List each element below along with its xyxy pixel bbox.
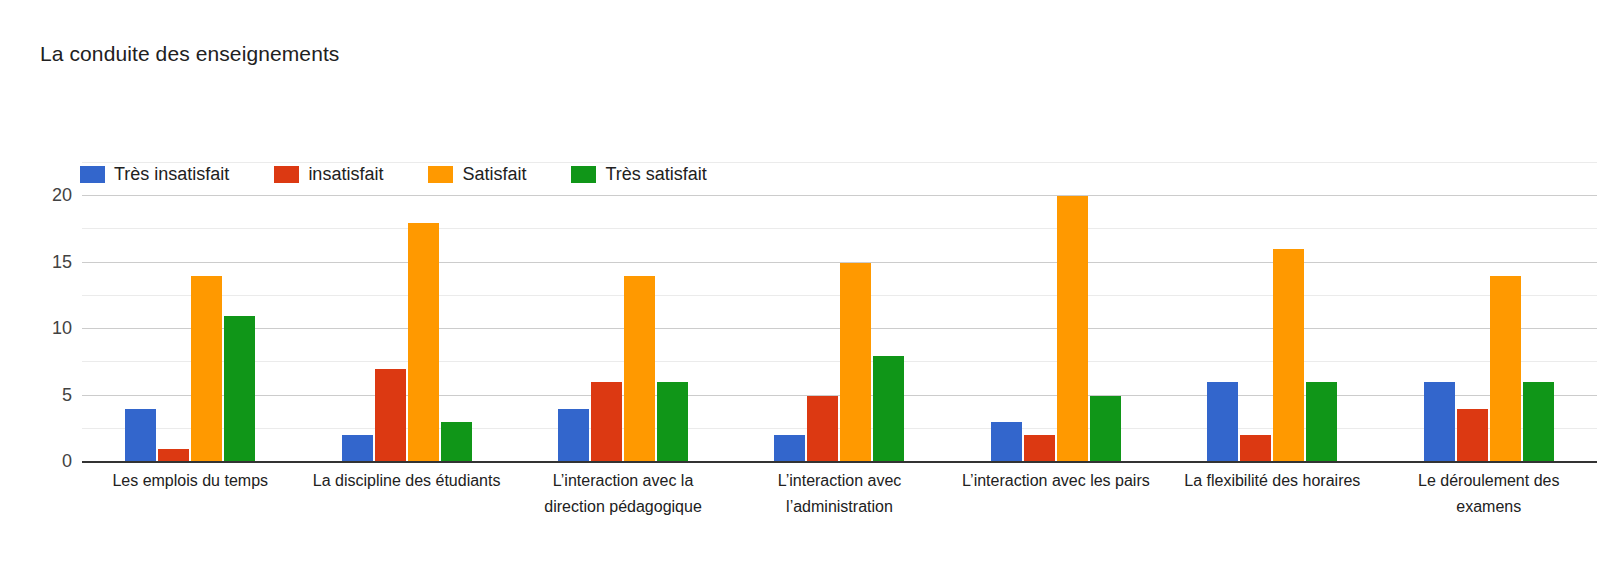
- bar[interactable]: [1240, 435, 1271, 462]
- chart-card: La conduite des enseignements 0 5 10 15 20 T…: [0, 0, 1600, 584]
- bar[interactable]: [657, 382, 688, 462]
- bar[interactable]: [375, 369, 406, 462]
- legend-item-label: Très insatisfait: [114, 164, 229, 185]
- bar[interactable]: [840, 263, 871, 462]
- y-axis: 05101520: [0, 163, 72, 462]
- y-axis-tick-label: 0: [0, 451, 72, 472]
- chart-title: La conduite des enseignements: [40, 42, 339, 66]
- x-axis-label: L’interaction avec l’administration: [731, 468, 947, 520]
- legend-item: insatisfait: [274, 164, 383, 185]
- y-axis-tick-label: 5: [0, 385, 72, 406]
- y-axis-tick-label: 10: [0, 318, 72, 339]
- legend: Très insatisfait insatisfait Satisfait Très…: [76, 164, 707, 185]
- bar[interactable]: [1490, 276, 1521, 462]
- bar[interactable]: [558, 409, 589, 462]
- bar[interactable]: [774, 435, 805, 462]
- legend-item: Satisfait: [428, 164, 526, 185]
- x-axis-label: La discipline des étudiants: [298, 468, 514, 520]
- bar-group: [515, 163, 731, 462]
- x-axis-label: Les emplois du temps: [82, 468, 298, 520]
- legend-swatch-icon: [80, 166, 105, 183]
- bar[interactable]: [1090, 396, 1121, 462]
- bar[interactable]: [991, 422, 1022, 462]
- bar[interactable]: [1523, 382, 1554, 462]
- y-axis-tick-label: 15: [0, 252, 72, 273]
- legend-item-label: Satisfait: [462, 164, 526, 185]
- bar[interactable]: [191, 276, 222, 462]
- legend-swatch-icon: [571, 166, 596, 183]
- x-axis-line: [82, 461, 1597, 463]
- legend-swatch-icon: [274, 166, 299, 183]
- bar-group: [1381, 163, 1597, 462]
- bar[interactable]: [873, 356, 904, 462]
- bar[interactable]: [342, 435, 373, 462]
- bar[interactable]: [1306, 382, 1337, 462]
- bar[interactable]: [408, 223, 439, 462]
- bar[interactable]: [1457, 409, 1488, 462]
- x-axis-label: L’interaction avec la direction pédagogi…: [515, 468, 731, 520]
- bar[interactable]: [158, 449, 189, 462]
- bar[interactable]: [807, 396, 838, 462]
- bar[interactable]: [1207, 382, 1238, 462]
- x-axis-label: La flexibilité des horaires: [1164, 468, 1380, 520]
- bar[interactable]: [591, 382, 622, 462]
- x-axis: Les emplois du tempsLa discipline des ét…: [82, 468, 1597, 520]
- bar[interactable]: [1424, 382, 1455, 462]
- bar[interactable]: [1057, 196, 1088, 462]
- bar[interactable]: [624, 276, 655, 462]
- bar-group: [298, 163, 514, 462]
- legend-item-label: insatisfait: [308, 164, 383, 185]
- bar[interactable]: [1273, 249, 1304, 462]
- x-axis-label: Le déroulement des examens: [1381, 468, 1597, 520]
- bar[interactable]: [125, 409, 156, 462]
- bar-group: [731, 163, 947, 462]
- bar-group: [948, 163, 1164, 462]
- legend-item-label: Très satisfait: [605, 164, 706, 185]
- legend-item: Très satisfait: [571, 164, 706, 185]
- plot-area: Très insatisfait insatisfait Satisfait Très…: [82, 163, 1597, 462]
- bar-group: [1164, 163, 1380, 462]
- y-axis-tick-label: 20: [0, 185, 72, 206]
- bar[interactable]: [224, 316, 255, 462]
- bar-group: [82, 163, 298, 462]
- legend-swatch-icon: [428, 166, 453, 183]
- legend-item: Très insatisfait: [80, 164, 229, 185]
- bar[interactable]: [1024, 435, 1055, 462]
- bar[interactable]: [441, 422, 472, 462]
- x-axis-label: L’interaction avec les pairs: [948, 468, 1164, 520]
